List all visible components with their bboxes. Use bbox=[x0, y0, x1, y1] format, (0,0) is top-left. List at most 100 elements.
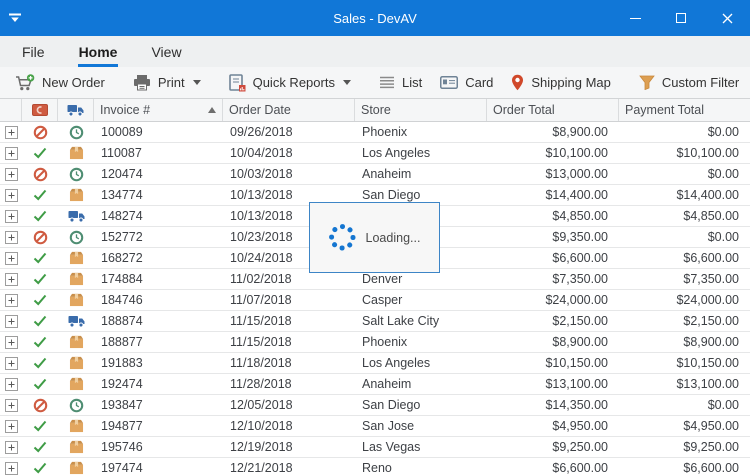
check-icon bbox=[33, 147, 47, 159]
invoice-cell: 192474 bbox=[94, 374, 223, 394]
table-row[interactable]: 192474 11/28/2018 Anaheim $13,100.00 $13… bbox=[0, 374, 750, 395]
header-payment-total-column[interactable]: Payment Total bbox=[619, 99, 750, 121]
payment-status-cell bbox=[22, 269, 58, 289]
row-expand-button[interactable] bbox=[0, 311, 22, 331]
list-icon bbox=[379, 76, 395, 89]
row-expand-button[interactable] bbox=[0, 290, 22, 310]
table-row[interactable]: 120474 10/03/2018 Anaheim $13,000.00 $0.… bbox=[0, 164, 750, 185]
expand-plus-icon bbox=[5, 441, 18, 454]
print-button[interactable]: Print bbox=[124, 70, 210, 95]
payment-status-cell bbox=[22, 458, 58, 476]
row-expand-button[interactable] bbox=[0, 185, 22, 205]
payment-total-cell: $10,150.00 bbox=[619, 353, 750, 373]
shipment-status-cell bbox=[58, 395, 94, 415]
store-cell: Reno bbox=[355, 458, 487, 476]
table-row[interactable]: 194877 12/10/2018 San Jose $4,950.00 $4,… bbox=[0, 416, 750, 437]
tab-view[interactable]: View bbox=[141, 38, 191, 67]
row-expand-button[interactable] bbox=[0, 248, 22, 268]
shipping-map-button[interactable]: Shipping Map bbox=[502, 70, 620, 95]
header-order-total-label: Order Total bbox=[493, 103, 612, 117]
order-date-cell: 12/05/2018 bbox=[223, 395, 355, 415]
minimize-button[interactable] bbox=[612, 0, 658, 36]
row-expand-button[interactable] bbox=[0, 458, 22, 476]
table-row[interactable]: 110087 10/04/2018 Los Angeles $10,100.00… bbox=[0, 143, 750, 164]
payment-total-cell: $4,950.00 bbox=[619, 416, 750, 436]
row-expand-button[interactable] bbox=[0, 332, 22, 352]
order-total-cell: $8,900.00 bbox=[487, 122, 619, 142]
table-row[interactable]: 184746 11/07/2018 Casper $24,000.00 $24,… bbox=[0, 290, 750, 311]
row-expand-button[interactable] bbox=[0, 437, 22, 457]
shipment-status-cell bbox=[58, 290, 94, 310]
clock-icon bbox=[69, 398, 84, 413]
shipment-status-cell bbox=[58, 437, 94, 457]
row-expand-button[interactable] bbox=[0, 395, 22, 415]
shipment-status-cell bbox=[58, 206, 94, 226]
clock-icon bbox=[69, 167, 84, 182]
invoice-cell: 188877 bbox=[94, 332, 223, 352]
new-order-button[interactable]: New Order bbox=[6, 70, 114, 96]
box-icon bbox=[69, 356, 84, 370]
shipment-status-cell bbox=[58, 227, 94, 247]
row-expand-button[interactable] bbox=[0, 143, 22, 163]
invoice-cell: 134774 bbox=[94, 185, 223, 205]
table-row[interactable]: 197474 12/21/2018 Reno $6,600.00 $6,600.… bbox=[0, 458, 750, 476]
payment-total-cell: $0.00 bbox=[619, 395, 750, 415]
custom-filter-button[interactable]: Custom Filter bbox=[630, 71, 748, 94]
invoice-cell: 184746 bbox=[94, 290, 223, 310]
payment-total-cell: $14,400.00 bbox=[619, 185, 750, 205]
check-icon bbox=[33, 273, 47, 285]
header-payment-status-column[interactable] bbox=[22, 99, 58, 121]
box-icon bbox=[69, 335, 84, 349]
shipment-status-cell bbox=[58, 332, 94, 352]
expand-plus-icon bbox=[5, 294, 18, 307]
row-expand-button[interactable] bbox=[0, 416, 22, 436]
grid-header: Invoice # Order Date Store Order Total P… bbox=[0, 99, 750, 122]
row-expand-button[interactable] bbox=[0, 164, 22, 184]
header-store-column[interactable]: Store bbox=[355, 99, 487, 121]
row-expand-button[interactable] bbox=[0, 353, 22, 373]
card-icon bbox=[440, 76, 458, 89]
header-invoice-column[interactable]: Invoice # bbox=[94, 99, 223, 121]
row-expand-button[interactable] bbox=[0, 374, 22, 394]
check-icon bbox=[33, 420, 47, 432]
table-row[interactable]: 191883 11/18/2018 Los Angeles $10,150.00… bbox=[0, 353, 750, 374]
clock-icon bbox=[69, 230, 84, 245]
table-row[interactable]: 195746 12/19/2018 Las Vegas $9,250.00 $9… bbox=[0, 437, 750, 458]
maximize-button[interactable] bbox=[658, 0, 704, 36]
quick-reports-button[interactable]: Quick Reports bbox=[220, 70, 360, 96]
table-row[interactable]: 100089 09/26/2018 Phoenix $8,900.00 $0.0… bbox=[0, 122, 750, 143]
list-view-button[interactable]: List bbox=[370, 71, 431, 94]
tab-file[interactable]: File bbox=[12, 38, 55, 67]
truck-icon bbox=[67, 104, 84, 117]
table-row[interactable]: 193847 12/05/2018 San Diego $14,350.00 $… bbox=[0, 395, 750, 416]
tab-home[interactable]: Home bbox=[69, 38, 128, 67]
row-expand-button[interactable] bbox=[0, 206, 22, 226]
toolbar: New Order Print bbox=[0, 67, 750, 99]
check-icon bbox=[33, 315, 47, 327]
header-payment-total-label: Payment Total bbox=[625, 103, 744, 117]
ribbon-tabs: File Home View bbox=[0, 36, 750, 67]
row-expand-button[interactable] bbox=[0, 122, 22, 142]
truck-icon bbox=[68, 315, 85, 328]
header-order-total-column[interactable]: Order Total bbox=[487, 99, 619, 121]
close-button[interactable] bbox=[704, 0, 750, 36]
row-expand-button[interactable] bbox=[0, 269, 22, 289]
header-shipment-status-column[interactable] bbox=[58, 99, 94, 121]
order-date-cell: 11/15/2018 bbox=[223, 311, 355, 331]
card-view-button[interactable]: Card bbox=[431, 71, 502, 94]
header-order-date-column[interactable]: Order Date bbox=[223, 99, 355, 121]
payment-status-cell bbox=[22, 143, 58, 163]
order-total-cell: $9,350.00 bbox=[487, 227, 619, 247]
custom-filter-label: Custom Filter bbox=[662, 75, 739, 90]
payment-total-cell: $4,850.00 bbox=[619, 206, 750, 226]
table-row[interactable]: 188874 11/15/2018 Salt Lake City $2,150.… bbox=[0, 311, 750, 332]
order-date-cell: 11/15/2018 bbox=[223, 332, 355, 352]
payment-total-cell: $10,100.00 bbox=[619, 143, 750, 163]
ribbon-dropdown-icon[interactable] bbox=[0, 0, 30, 36]
row-expand-button[interactable] bbox=[0, 227, 22, 247]
truck-icon bbox=[68, 210, 85, 223]
expand-plus-icon bbox=[5, 336, 18, 349]
table-row[interactable]: 188877 11/15/2018 Phoenix $8,900.00 $8,9… bbox=[0, 332, 750, 353]
shipment-status-cell bbox=[58, 416, 94, 436]
payment-status-cell bbox=[22, 353, 58, 373]
